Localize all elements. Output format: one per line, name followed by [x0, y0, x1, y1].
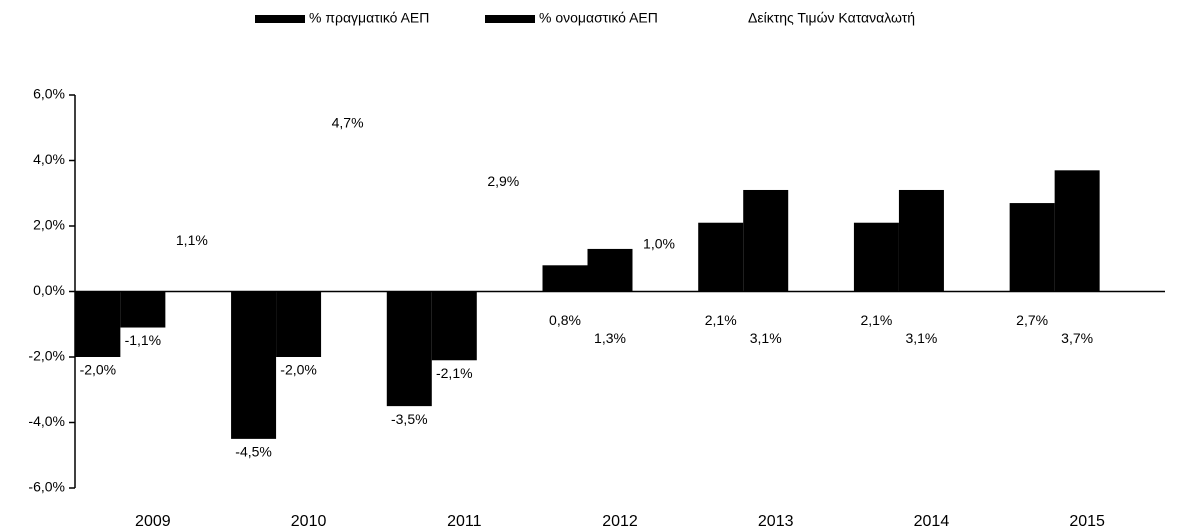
data-label: 1,0%	[643, 235, 675, 251]
bar	[743, 189, 789, 292]
data-label: -2,1%	[436, 365, 473, 381]
legend-swatch	[485, 15, 535, 23]
bar	[169, 255, 215, 292]
y-tick-label: 2,0%	[33, 217, 65, 233]
data-label: 2,1%	[705, 312, 737, 328]
bar	[75, 291, 121, 357]
y-tick-label: -6,0%	[28, 479, 65, 495]
data-label: -2,0%	[280, 362, 317, 378]
x-tick-label: 2015	[1069, 513, 1105, 530]
data-label: 1,3%	[594, 330, 626, 346]
bar	[898, 189, 944, 292]
bar	[853, 222, 899, 292]
bar	[1009, 203, 1055, 292]
x-tick-label: 2011	[447, 513, 482, 530]
bar	[120, 291, 166, 328]
data-label: 3,1%	[905, 330, 937, 346]
bar	[542, 265, 588, 292]
data-label: -3,5%	[391, 411, 428, 427]
y-tick-label: 4,0%	[33, 151, 65, 167]
data-label: -2,0%	[80, 362, 117, 378]
x-tick-label: 2014	[914, 513, 950, 530]
bar	[636, 258, 682, 292]
data-label: 2,1%	[860, 312, 892, 328]
bar	[947, 248, 993, 292]
x-tick-label: 2010	[291, 513, 327, 530]
bar	[1054, 170, 1100, 292]
bar	[276, 291, 322, 357]
x-tick-label: 2009	[135, 513, 171, 530]
y-tick-label: -2,0%	[28, 348, 65, 364]
data-label: 1,1%	[176, 232, 208, 248]
bar	[792, 248, 838, 292]
data-label: 2,9%	[487, 173, 519, 189]
legend-label: Δείκτης Τιμών Καταναλωτή	[748, 10, 915, 26]
data-label: -4,5%	[235, 444, 272, 460]
legend-swatch	[255, 15, 305, 23]
bar	[231, 291, 277, 439]
bar	[431, 291, 477, 361]
x-tick-label: 2012	[602, 513, 638, 530]
bar	[698, 222, 744, 292]
bar	[1103, 248, 1149, 292]
data-label: 0,8%	[549, 312, 581, 328]
legend-label: % ονομαστικό ΑΕΠ	[539, 10, 658, 26]
bar	[480, 196, 526, 292]
x-tick-label: 2013	[758, 513, 794, 530]
legend-label: % πραγματικό ΑΕΠ	[309, 10, 429, 26]
y-tick-label: -4,0%	[28, 413, 65, 429]
y-tick-label: 6,0%	[33, 86, 65, 102]
data-label: 3,1%	[750, 330, 782, 346]
data-label: 2,7%	[1016, 312, 1048, 328]
data-label: 3,7%	[1061, 330, 1093, 346]
data-label: 4,7%	[332, 114, 364, 130]
bar	[325, 137, 371, 292]
data-label: -1,1%	[125, 332, 162, 348]
y-tick-label: 0,0%	[33, 282, 65, 298]
bar	[587, 248, 633, 292]
bar	[386, 291, 432, 407]
